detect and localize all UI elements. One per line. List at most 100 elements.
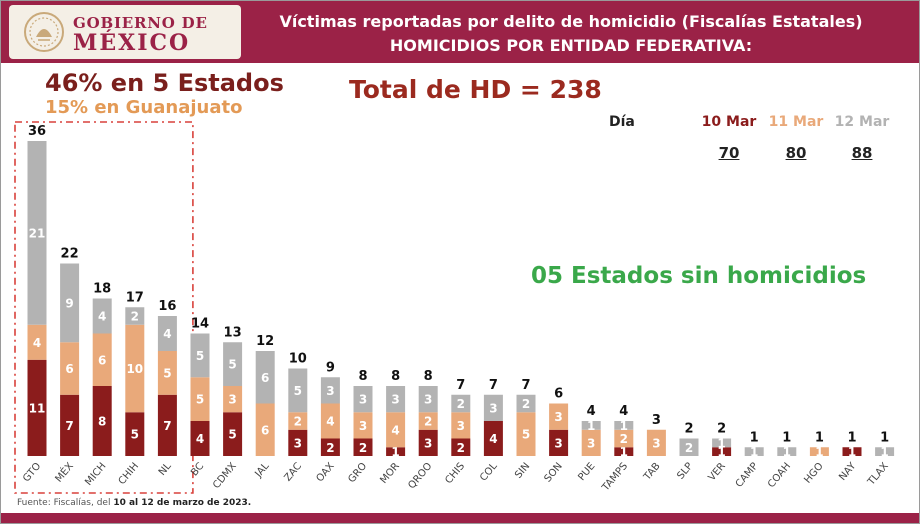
national-seal-icon [24,12,64,52]
bar-segment [483,394,503,421]
bar-segment [549,403,569,430]
bar-total-label: 7 [489,378,498,393]
bar-segment [125,307,145,325]
segment-value-label: 9 [65,296,73,310]
segment-value-label: 4 [391,423,399,437]
category-tick-label: TLAX [865,461,891,489]
bar-segment [451,438,471,456]
category-tick-label: ZAC [282,461,304,484]
category-tick-label: MÉX [52,459,76,484]
bar-segment [386,412,406,448]
source-prefix: Fuente: Fiscalías, del [17,498,114,508]
bar-total-label: 3 [652,413,661,428]
bar-segment [581,421,601,430]
bar-total-label: 8 [391,369,400,384]
segment-value-label: 3 [424,436,432,450]
segment-value-label: 3 [391,393,399,407]
slide-title: Víctimas reportadas por delito de homici… [279,12,863,31]
government-logo: GOBIERNO DE MÉXICO [9,5,241,59]
segment-value-label: 2 [457,441,465,455]
bar-segment [92,298,112,334]
bar-segment [875,447,895,456]
bar-segment [386,386,406,413]
bar-segment [320,438,340,456]
category-tick-label: NAY [837,460,859,483]
bar-total-label: 12 [256,334,274,349]
segment-value-label: 6 [65,362,73,376]
segment-value-label: 1 [620,445,628,459]
category-tick-label: QROO [406,461,434,492]
day-1-label: 10 Mar [701,114,757,130]
bar-segment [451,394,471,413]
segment-value-label: 3 [554,436,562,450]
footer-strip [1,513,919,523]
category-tick-label: TAMPS [600,461,630,494]
bar-segment [483,421,503,456]
category-tick-label: HGO [802,461,825,486]
segment-value-label: 3 [424,393,432,407]
bar-total-label: 13 [224,325,242,340]
bar-segment [288,368,308,413]
bar-segment [777,447,797,456]
bar-segment [157,351,177,395]
segment-value-label: 1 [750,445,758,459]
segment-value-label: 3 [326,384,334,398]
bar-total-label: 1 [847,430,856,445]
source-note: Fuente: Fiscalías, del 10 al 12 de marzo… [17,498,251,508]
segment-value-label: 2 [424,415,432,429]
segment-value-label: 4 [489,432,497,446]
segment-value-label: 3 [489,401,497,415]
bar-total-label: 1 [815,430,824,445]
bar-segment [27,359,47,456]
bar-total-label: 1 [880,430,889,445]
segment-value-label: 1 [620,419,628,433]
bar-segment [255,403,275,456]
bar-total-label: 10 [289,352,307,367]
bar-segment [516,412,536,456]
category-tick-label: MICH [83,461,108,488]
bar-segment [809,447,829,456]
bar-segment [92,333,112,386]
summary-subheadline: 15% en Guanajuato [45,97,243,118]
bar-total-label: 17 [126,290,144,305]
day-3-total: 88 [851,144,873,162]
bar-total-label: 1 [782,430,791,445]
day-1-total: 70 [718,144,740,162]
category-tick-label: GTO [21,461,43,485]
bar-segment [190,377,210,421]
bar-segment [614,447,634,456]
category-tick-label: TAB [641,461,662,484]
bar-total-label: 18 [93,282,111,297]
bar-segment [60,342,80,395]
bar-segment [418,412,438,430]
bar-segment [27,141,47,325]
brand-bottom-text: MÉXICO [73,30,191,56]
segment-value-label: 5 [228,358,236,372]
category-tick-label: NL [157,461,174,478]
bar-total-label: 6 [554,387,563,402]
bar-total-label: 8 [424,369,433,384]
segment-value-label: 1 [880,445,888,459]
category-tick-label: OAX [315,461,337,485]
summary-headline: 46% en 5 Estados [45,69,284,97]
bar-segment [190,333,210,378]
bar-segment [27,324,47,360]
segment-value-label: 7 [163,419,171,433]
bar-segment [255,351,275,404]
category-tick-label: CHIS [443,461,467,486]
bar-segment [744,447,764,456]
bar-segment [712,447,732,456]
bar-segment [223,342,243,386]
bar-total-label: 22 [61,247,79,262]
category-tick-label: SLP [675,461,695,482]
segment-value-label: 1 [815,445,823,459]
bar-segment [549,429,569,456]
bar-total-label: 2 [684,422,693,437]
segment-value-label: 10 [126,362,143,376]
category-tick-label: BC [189,461,206,479]
segment-value-label: 3 [228,393,236,407]
bar-segment [320,403,340,439]
bar-total-label: 2 [717,422,726,437]
category-tick-label: COAH [766,461,793,490]
